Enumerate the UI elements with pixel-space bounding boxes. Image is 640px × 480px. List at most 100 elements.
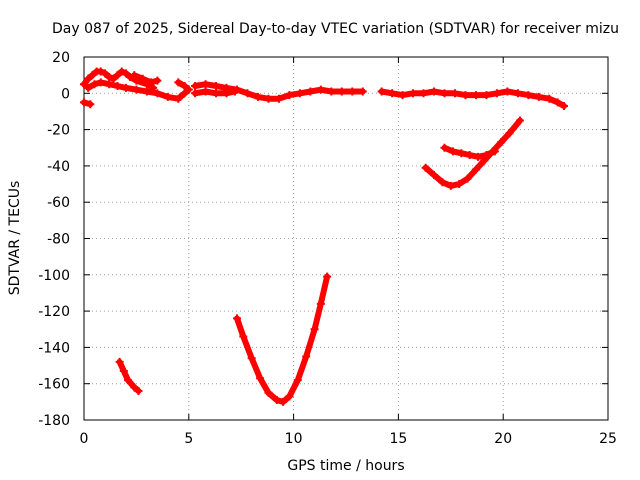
data-point xyxy=(180,82,189,91)
data-point xyxy=(553,98,562,107)
grid-lines xyxy=(84,57,608,420)
data-point xyxy=(316,299,325,308)
y-tick-label: -140 xyxy=(38,340,70,356)
data-point xyxy=(142,87,151,96)
y-axis-label: SDTVAR / TECUs xyxy=(7,181,23,296)
data-point xyxy=(130,71,139,80)
data-point xyxy=(147,78,156,87)
x-tick-label: 25 xyxy=(599,431,617,447)
data-point xyxy=(113,82,122,91)
data-point xyxy=(419,89,428,98)
data-point xyxy=(86,100,95,109)
data-point xyxy=(153,89,162,98)
data-point xyxy=(377,87,386,96)
data-point xyxy=(455,180,464,189)
data-point xyxy=(285,91,294,100)
data-point xyxy=(474,152,483,161)
y-tick-labels: 20 0 -20 -40 -60 -80 -100 -120 -140 -160 -180 xyxy=(38,50,70,429)
data-point xyxy=(184,85,193,94)
data-point xyxy=(545,94,554,103)
series-near-zero-band-3 xyxy=(80,98,95,109)
data-point xyxy=(90,80,99,89)
x-axis-label: GPS time / hours xyxy=(287,458,404,474)
data-point xyxy=(180,89,189,98)
data-point xyxy=(253,92,262,101)
data-point xyxy=(337,87,346,96)
data-point xyxy=(513,89,522,98)
data-point xyxy=(163,92,172,101)
data-point xyxy=(463,174,472,183)
data-point xyxy=(132,85,141,94)
data-point xyxy=(115,357,124,366)
data-point xyxy=(503,87,512,96)
y-tick-label: -60 xyxy=(47,195,70,211)
data-point xyxy=(113,71,122,80)
x-tick-label: 10 xyxy=(285,431,303,447)
data-point xyxy=(174,78,183,87)
data-point xyxy=(534,92,543,101)
y-tick-label: 0 xyxy=(61,86,70,102)
series-near-zero-band-6 xyxy=(191,80,367,103)
series-arc-1 xyxy=(115,357,143,395)
data-point xyxy=(450,89,459,98)
data-point xyxy=(524,91,533,100)
data-point xyxy=(105,80,114,89)
data-point xyxy=(398,91,407,100)
data-point xyxy=(471,91,480,100)
chart-title: Day 087 of 2025, Sidereal Day-to-day VTE… xyxy=(52,21,619,37)
data-point xyxy=(430,87,439,96)
data-point xyxy=(243,89,252,98)
series-arc-4 xyxy=(440,143,499,161)
data-point xyxy=(138,74,147,83)
series-arc-3 xyxy=(421,116,524,190)
data-point xyxy=(212,82,221,91)
data-point xyxy=(448,147,457,156)
x-tick-label: 5 xyxy=(184,431,193,447)
data-point xyxy=(421,163,430,172)
data-point xyxy=(264,388,273,397)
data-point xyxy=(256,374,265,383)
data-point xyxy=(212,89,221,98)
data-point xyxy=(84,74,93,83)
x-tick-label: 0 xyxy=(80,431,89,447)
data-point xyxy=(358,87,367,96)
y-tick-label: -20 xyxy=(47,123,70,139)
data-point xyxy=(327,87,336,96)
data-point xyxy=(88,71,97,80)
series-near-zero-band-1 xyxy=(80,67,158,92)
data-point xyxy=(492,89,501,98)
x-tick-label: 15 xyxy=(389,431,407,447)
data-point xyxy=(490,147,499,156)
data-point xyxy=(316,85,325,94)
data-point xyxy=(130,383,139,392)
data-point xyxy=(430,170,439,179)
data-point xyxy=(117,67,126,76)
data-point xyxy=(559,102,568,111)
data-point xyxy=(201,87,210,96)
data-point xyxy=(222,89,231,98)
data-point xyxy=(121,83,130,92)
data-point xyxy=(310,325,319,334)
data-point xyxy=(515,116,524,125)
data-point xyxy=(465,151,474,160)
data-point xyxy=(274,94,283,103)
axis-ticks xyxy=(83,56,609,421)
y-tick-label: -100 xyxy=(38,268,70,284)
data-point xyxy=(201,80,210,89)
series-arc-2 xyxy=(233,272,332,406)
y-tick-label: -160 xyxy=(38,377,70,393)
data-point xyxy=(96,67,105,76)
series-near-zero-band-7 xyxy=(191,87,239,98)
data-point xyxy=(440,89,449,98)
data-point xyxy=(96,78,105,87)
data-point xyxy=(80,80,88,89)
data-point xyxy=(119,366,128,375)
x-tick-label: 20 xyxy=(494,431,512,447)
data-point xyxy=(109,74,118,83)
data-point xyxy=(264,94,273,103)
data-point xyxy=(293,376,302,385)
data-point xyxy=(272,396,281,405)
data-point xyxy=(348,87,357,96)
data-point xyxy=(497,138,506,147)
